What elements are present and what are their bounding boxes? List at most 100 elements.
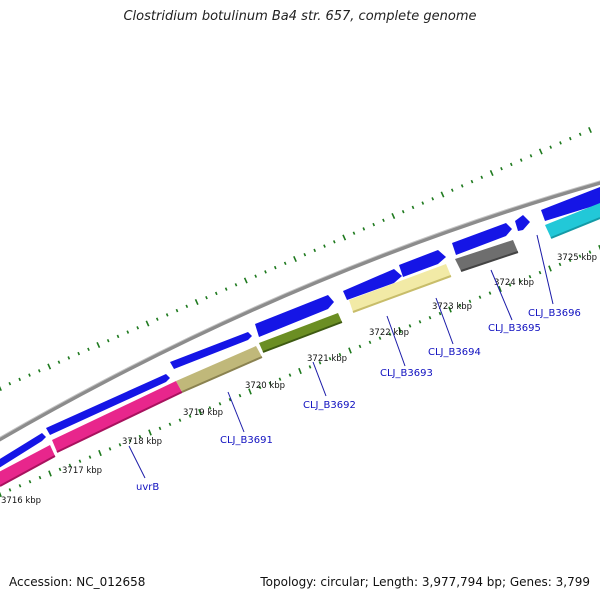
gene-label-CLJ_B3693[interactable]: CLJ_B3693 [380,368,433,379]
tick-mark [338,352,342,357]
tick-mark [450,188,454,192]
tick-mark [519,158,523,162]
gene-feature-uvrB-b[interactable] [52,381,182,452]
cds-forward[interactable] [452,223,512,255]
gene-feature-CLJ_B3696[interactable] [545,203,600,238]
forward-cds-track [0,187,600,468]
tick-mark [87,347,90,352]
tick-mark [254,274,258,278]
tick-mark [145,320,150,327]
gene-feature-CLJ_B3693[interactable] [349,264,451,312]
tick-mark [18,377,22,382]
tick-mark [234,283,238,287]
cds-forward[interactable] [170,332,252,369]
tick-mark [136,326,140,330]
tick-mark [509,162,513,167]
tick-mark [421,201,425,205]
cds-forward[interactable] [255,295,334,337]
tick-mark [248,388,252,395]
tick-mark [185,304,189,309]
kbp-label: 3717 kbp [62,466,102,476]
tick-mark [348,347,352,354]
tick-mark [538,148,543,155]
tick-mark [498,285,502,293]
tick-mark [548,265,552,272]
tick-mark [438,311,442,316]
tick-mark [401,209,405,214]
tick-mark [188,414,192,418]
tick-mark [138,434,142,439]
cds-forward[interactable] [46,374,170,435]
tick-mark [431,197,435,201]
tick-mark [243,277,248,284]
tick-mark [303,252,307,257]
tick-mark [8,381,12,386]
tick-mark [77,351,81,356]
tick-mark [549,145,553,149]
tick-mark [208,406,212,410]
tick-mark [468,299,472,304]
gene-feature-CLJ_B3695[interactable] [455,240,518,271]
kbp-label: 3718 kbp [122,437,162,447]
gene-shadow-edge [550,217,600,239]
gene-shadow-edge [181,356,263,393]
tick-mark [323,244,326,248]
tick-mark [378,336,382,340]
gene-feature-CLJ_B3691[interactable] [176,346,262,392]
tick-mark [368,340,372,345]
tick-mark [0,386,2,392]
cds-forward[interactable] [541,187,600,221]
tick-mark [0,491,2,498]
gene-label-CLJ_B3696[interactable]: CLJ_B3696 [528,308,581,319]
tick-mark [57,360,61,364]
tick-mark [288,373,292,377]
kbp-label: 3720 kbp [245,381,285,391]
tick-mark [428,315,432,320]
tick-mark [278,377,282,381]
gene-label-CLJ_B3694[interactable]: CLJ_B3694 [428,347,481,358]
tick-mark [598,244,600,251]
cds-forward[interactable] [343,269,402,300]
inner-tick-row [0,244,600,498]
tick-mark [67,356,71,360]
tick-mark [148,429,152,436]
gene-label-CLJ_B3691[interactable]: CLJ_B3691 [220,435,273,446]
cds-forward[interactable] [0,433,46,468]
tick-mark [568,258,572,263]
gene-feature-CLJ_B3692[interactable] [259,313,342,352]
tick-mark [398,326,402,334]
kbp-scale: 3716 kbp 3717 kbp 3718 kbp 3719 kbp 3720… [1,253,597,506]
tick-mark [478,295,482,299]
gene-label-CLJ_B3692[interactable]: CLJ_B3692 [303,400,356,411]
tick-mark [178,418,182,422]
cds-forward[interactable] [515,215,530,231]
tick-mark [362,227,366,231]
tick-mark [418,320,422,324]
tick-mark [382,218,385,223]
connector-CLJ_B3692 [312,361,327,397]
gene-shadow-edge [352,275,452,313]
kbp-label: 3719 kbp [183,408,223,418]
tick-mark [58,467,62,472]
tick-mark [47,363,52,370]
kbp-label: 3716 kbp [1,496,41,506]
tick-mark [518,279,522,283]
tick-mark [578,254,582,258]
accession-text: Accession: NC_012658 [9,575,146,589]
tick-mark [106,338,110,343]
tick-mark [258,385,262,390]
gene-label-CLJ_B3695[interactable]: CLJ_B3695 [488,323,541,334]
connector-CLJ_B3693 [386,315,406,367]
gene-label-uvrB[interactable]: uvrB [136,482,159,493]
tick-mark [194,298,199,306]
gene-track [0,203,600,487]
cds-forward[interactable] [399,250,446,277]
tick-mark [28,373,31,377]
tick-mark [37,369,41,373]
gene-feature-uvrB-a[interactable] [0,445,55,486]
tick-mark [273,265,277,270]
tick-mark [118,443,122,447]
tick-mark [529,154,533,158]
gene-shadow-edge [262,321,343,353]
tick-mark [198,408,202,416]
